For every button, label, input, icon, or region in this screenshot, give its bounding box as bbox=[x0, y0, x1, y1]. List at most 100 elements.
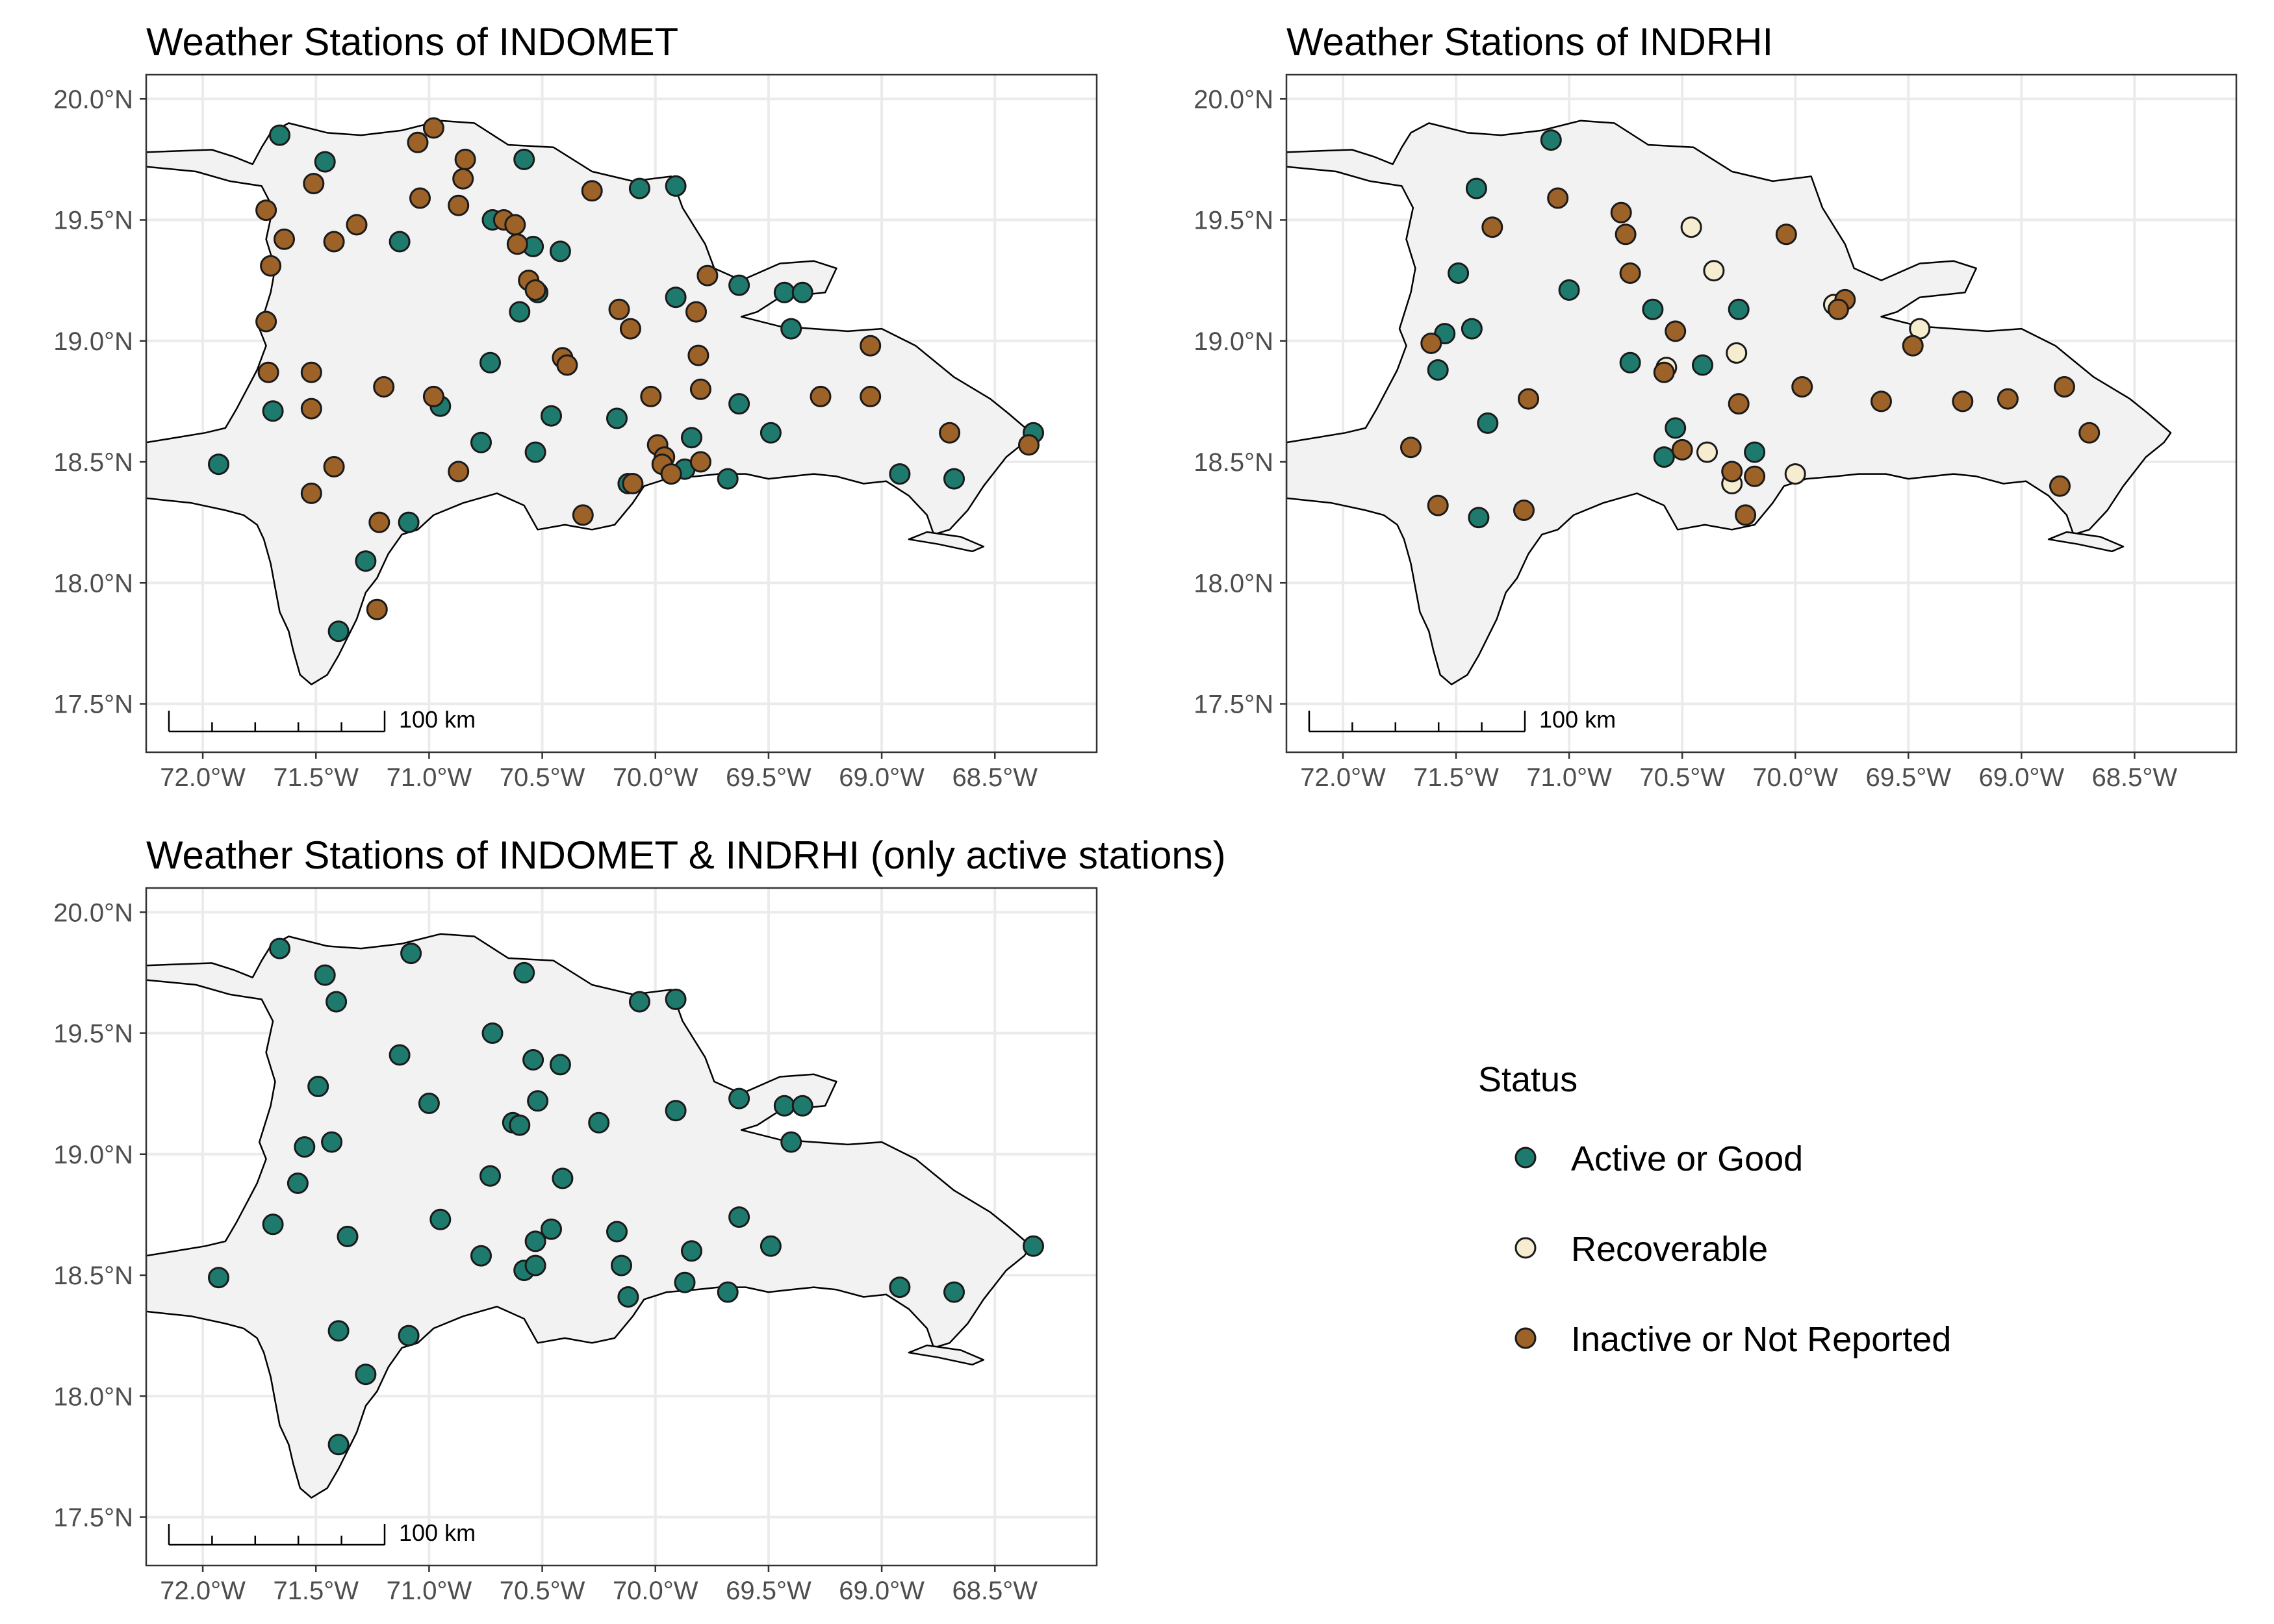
station-point-inactive bbox=[346, 214, 368, 236]
station-point-inactive bbox=[368, 511, 390, 533]
y-tick-label: 19.5°N bbox=[53, 207, 133, 235]
station-point-inactive bbox=[448, 194, 470, 216]
legend-label-active: Active or Good bbox=[1571, 1139, 1803, 1178]
x-tick-label: 70.5°W bbox=[1639, 763, 1725, 792]
station-point-inactive bbox=[1615, 223, 1637, 246]
station-point-active bbox=[307, 1076, 329, 1097]
station-point-inactive bbox=[1997, 388, 2019, 410]
station-point-inactive bbox=[255, 199, 277, 222]
station-point-active bbox=[588, 1111, 610, 1134]
x-tick-label: 71.0°W bbox=[1526, 763, 1612, 792]
station-point-active bbox=[728, 1087, 750, 1110]
station-point-inactive bbox=[687, 344, 709, 366]
station-point-active bbox=[943, 1281, 965, 1303]
station-point-active bbox=[269, 937, 290, 959]
station-point-active bbox=[287, 1173, 309, 1194]
station-point-active bbox=[760, 1235, 782, 1257]
station-point-inactive bbox=[1547, 187, 1569, 209]
station-point-active bbox=[513, 148, 535, 170]
station-point-active bbox=[628, 991, 650, 1013]
station-point-inactive bbox=[1653, 361, 1675, 383]
station-point-inactive bbox=[323, 231, 345, 253]
y-tick-label: 17.5°N bbox=[1194, 691, 1273, 719]
station-point-active bbox=[326, 991, 348, 1013]
station-point-active bbox=[1665, 417, 1687, 439]
station-point-active bbox=[1023, 1235, 1044, 1257]
scale-bar: 100 km bbox=[168, 706, 476, 733]
station-point-active bbox=[321, 1131, 343, 1153]
station-point-active bbox=[1427, 359, 1449, 381]
legend-key-recoverable bbox=[1514, 1237, 1537, 1259]
x-tick-label: 69.0°W bbox=[839, 763, 925, 792]
station-point-active bbox=[509, 301, 531, 323]
y-tick-label: 19.0°N bbox=[1194, 327, 1273, 356]
scale-bar-label: 100 km bbox=[399, 706, 476, 733]
station-point-inactive bbox=[939, 422, 961, 444]
station-point-active bbox=[1692, 354, 1713, 376]
station-point-inactive bbox=[1775, 223, 1797, 246]
station-point-inactive bbox=[303, 173, 325, 195]
station-point-inactive bbox=[1427, 494, 1449, 516]
station-point-recoverable bbox=[1680, 216, 1702, 238]
station-point-inactive bbox=[366, 598, 388, 620]
axis-ticks: 72.0°W 71.5°W 71.0°W 70.5°W 70.0°W 69.5°W 69.0… bbox=[53, 898, 1038, 1605]
station-point-active bbox=[327, 620, 350, 642]
station-point-inactive bbox=[407, 131, 429, 153]
station-point-active bbox=[314, 964, 336, 986]
station-point-active bbox=[717, 1281, 739, 1303]
station-point-active bbox=[889, 1276, 911, 1299]
x-tick-label: 70.5°W bbox=[500, 1577, 585, 1605]
station-point-active bbox=[294, 1136, 316, 1158]
x-tick-label: 71.5°W bbox=[273, 1577, 359, 1605]
panel-frame bbox=[145, 887, 1098, 1567]
panel-indrhi: Weather Stations of INDRHI 100 km 72.0°W… bbox=[1194, 20, 2238, 792]
station-point-inactive bbox=[1827, 298, 1849, 320]
station-point-active bbox=[1728, 298, 1750, 320]
panel-combined-active: Weather Stations of INDOMET & INDRHI (on… bbox=[53, 833, 1225, 1605]
legend-key-active bbox=[1514, 1147, 1537, 1169]
station-point-active bbox=[943, 468, 965, 490]
island-landmass bbox=[146, 120, 1032, 685]
saona-island bbox=[2047, 531, 2125, 553]
panel-frame bbox=[145, 73, 1098, 754]
y-tick-label: 19.5°N bbox=[1194, 207, 1273, 235]
station-point-active bbox=[337, 1225, 359, 1247]
station-point-active bbox=[524, 441, 546, 463]
x-tick-label: 68.5°W bbox=[952, 1577, 1038, 1605]
station-point-inactive bbox=[608, 298, 630, 320]
station-point-active bbox=[674, 1271, 696, 1293]
station-point-inactive bbox=[506, 233, 528, 255]
station-point-inactive bbox=[1791, 376, 1813, 398]
y-tick-label: 20.0°N bbox=[1194, 85, 1273, 114]
y-tick-label: 18.0°N bbox=[53, 1382, 133, 1411]
station-point-inactive bbox=[556, 354, 578, 376]
station-point-active bbox=[524, 1230, 546, 1252]
x-tick-label: 72.0°W bbox=[1300, 763, 1386, 792]
station-point-active bbox=[606, 407, 628, 429]
station-point-inactive bbox=[689, 378, 711, 400]
station-point-inactive bbox=[1018, 434, 1040, 456]
x-tick-label: 71.5°W bbox=[273, 763, 359, 792]
station-point-inactive bbox=[1619, 262, 1641, 284]
legend-item-active: Active or Good bbox=[1514, 1139, 1803, 1178]
station-point-inactive bbox=[1902, 335, 1924, 357]
station-point-inactive bbox=[452, 168, 474, 190]
station-point-active bbox=[1448, 262, 1470, 284]
station-point-active bbox=[617, 1286, 639, 1308]
station-point-inactive bbox=[260, 255, 282, 277]
station-point-active bbox=[479, 351, 501, 374]
x-tick-label: 70.5°W bbox=[500, 763, 585, 792]
x-tick-label: 71.0°W bbox=[387, 763, 472, 792]
station-point-active bbox=[549, 240, 571, 262]
station-point-active bbox=[552, 1167, 574, 1189]
station-point-inactive bbox=[422, 117, 444, 139]
station-point-active bbox=[1461, 318, 1483, 340]
station-point-inactive bbox=[660, 463, 682, 485]
station-point-inactive bbox=[860, 335, 882, 357]
station-point-inactive bbox=[1744, 465, 1766, 487]
station-point-inactive bbox=[504, 214, 526, 236]
y-tick-label: 20.0°N bbox=[53, 85, 133, 114]
station-point-inactive bbox=[454, 148, 476, 170]
station-point-active bbox=[524, 1254, 546, 1276]
